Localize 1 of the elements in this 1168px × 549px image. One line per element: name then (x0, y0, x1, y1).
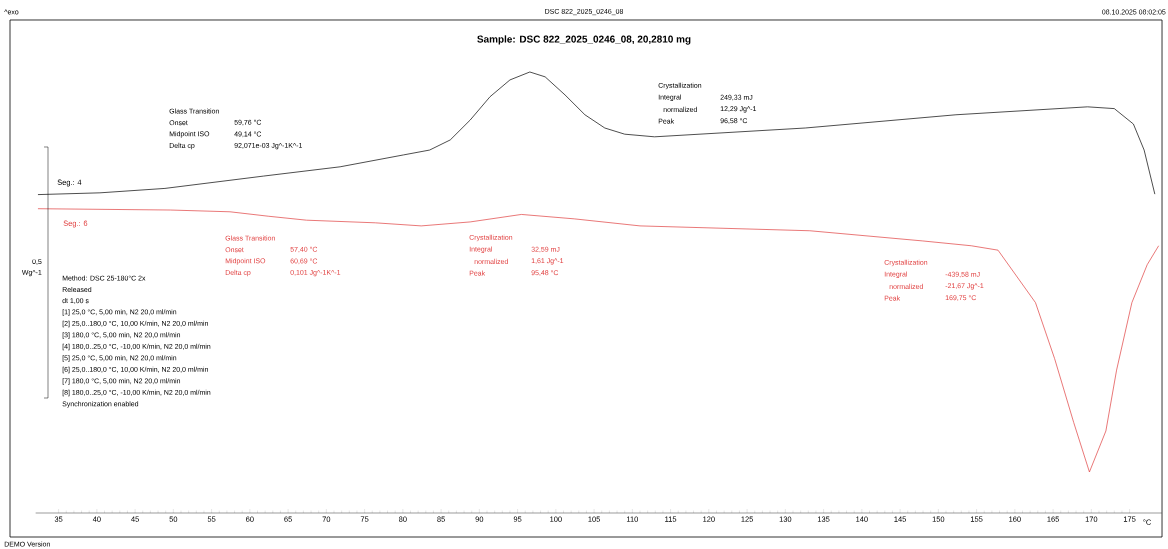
chart-title: Sample: DSC 822_2025_0246_08, 20,2810 mg (477, 35, 691, 45)
